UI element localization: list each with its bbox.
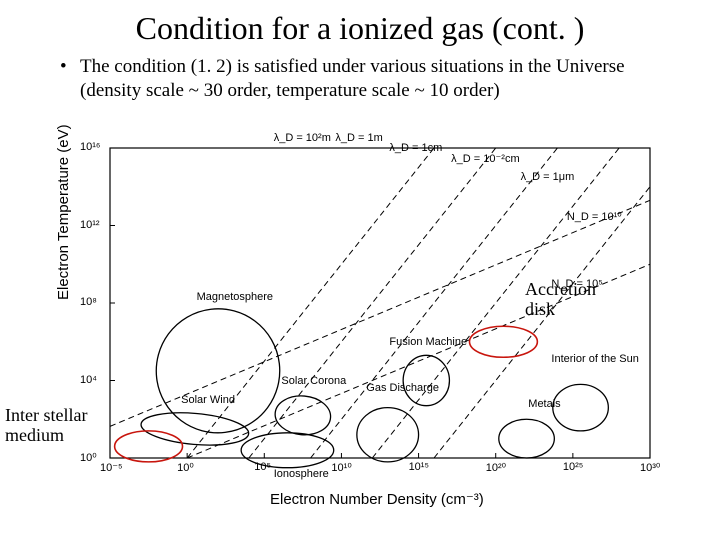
slide-title: Condition for a ionized gas (cont. ) bbox=[0, 0, 720, 47]
slide: Condition for a ionized gas (cont. ) • T… bbox=[0, 0, 720, 540]
bullet-item: • The condition (1. 2) is satisfied unde… bbox=[60, 55, 680, 103]
x-tick: 10²⁵ bbox=[563, 461, 583, 473]
x-tick: 10¹⁰ bbox=[331, 461, 351, 474]
y-tick: 10⁸ bbox=[80, 296, 97, 308]
y-axis-label: Electron Temperature (eV) bbox=[55, 124, 72, 300]
region-label: Ionosphere bbox=[274, 468, 329, 480]
debye-label: λ_D = 10²m bbox=[274, 132, 331, 144]
bullet-dot: • bbox=[60, 55, 80, 103]
debye-label: λ_D = 1m bbox=[335, 132, 382, 144]
region-label: Magnetosphere bbox=[197, 291, 273, 303]
region-label: Interior of the Sun bbox=[551, 353, 638, 365]
x-tick: 10⁰ bbox=[177, 461, 194, 474]
x-tick: 10⁵ bbox=[254, 461, 271, 473]
debye-label: λ_D = 1μm bbox=[521, 171, 575, 183]
nd-label: N_D = 10⁵ bbox=[551, 278, 602, 290]
nd-label: N_D = 10¹⁰ bbox=[567, 210, 622, 223]
region-label: Solar Corona bbox=[281, 375, 346, 387]
debye-label: λ_D = 1cm bbox=[389, 142, 442, 154]
bullet-list: • The condition (1. 2) is satisfied unde… bbox=[0, 47, 720, 103]
x-tick: 10¹⁵ bbox=[409, 461, 429, 473]
debye-label: λ_D = 10⁻²cm bbox=[451, 152, 519, 165]
x-axis-label: Electron Number Density (cm⁻³) bbox=[270, 490, 484, 508]
region-label: Gas Discharge bbox=[366, 382, 439, 394]
region-label: Fusion Machine bbox=[389, 336, 467, 348]
x-tick: 10⁻⁵ bbox=[100, 461, 123, 474]
y-tick: 10¹² bbox=[80, 219, 100, 231]
y-tick: 10⁴ bbox=[80, 374, 97, 386]
x-tick: 10²⁰ bbox=[486, 461, 506, 474]
bullet-text: The condition (1. 2) is satisfied under … bbox=[80, 55, 680, 103]
region-label: Metals bbox=[528, 398, 560, 410]
interstellar-medium-label: Inter stellar medium bbox=[5, 406, 87, 446]
region-label: Solar Wind bbox=[181, 394, 235, 406]
y-tick: 10⁰ bbox=[80, 451, 97, 464]
x-tick: 10³⁰ bbox=[640, 461, 660, 474]
y-tick: 10¹⁶ bbox=[80, 141, 100, 153]
